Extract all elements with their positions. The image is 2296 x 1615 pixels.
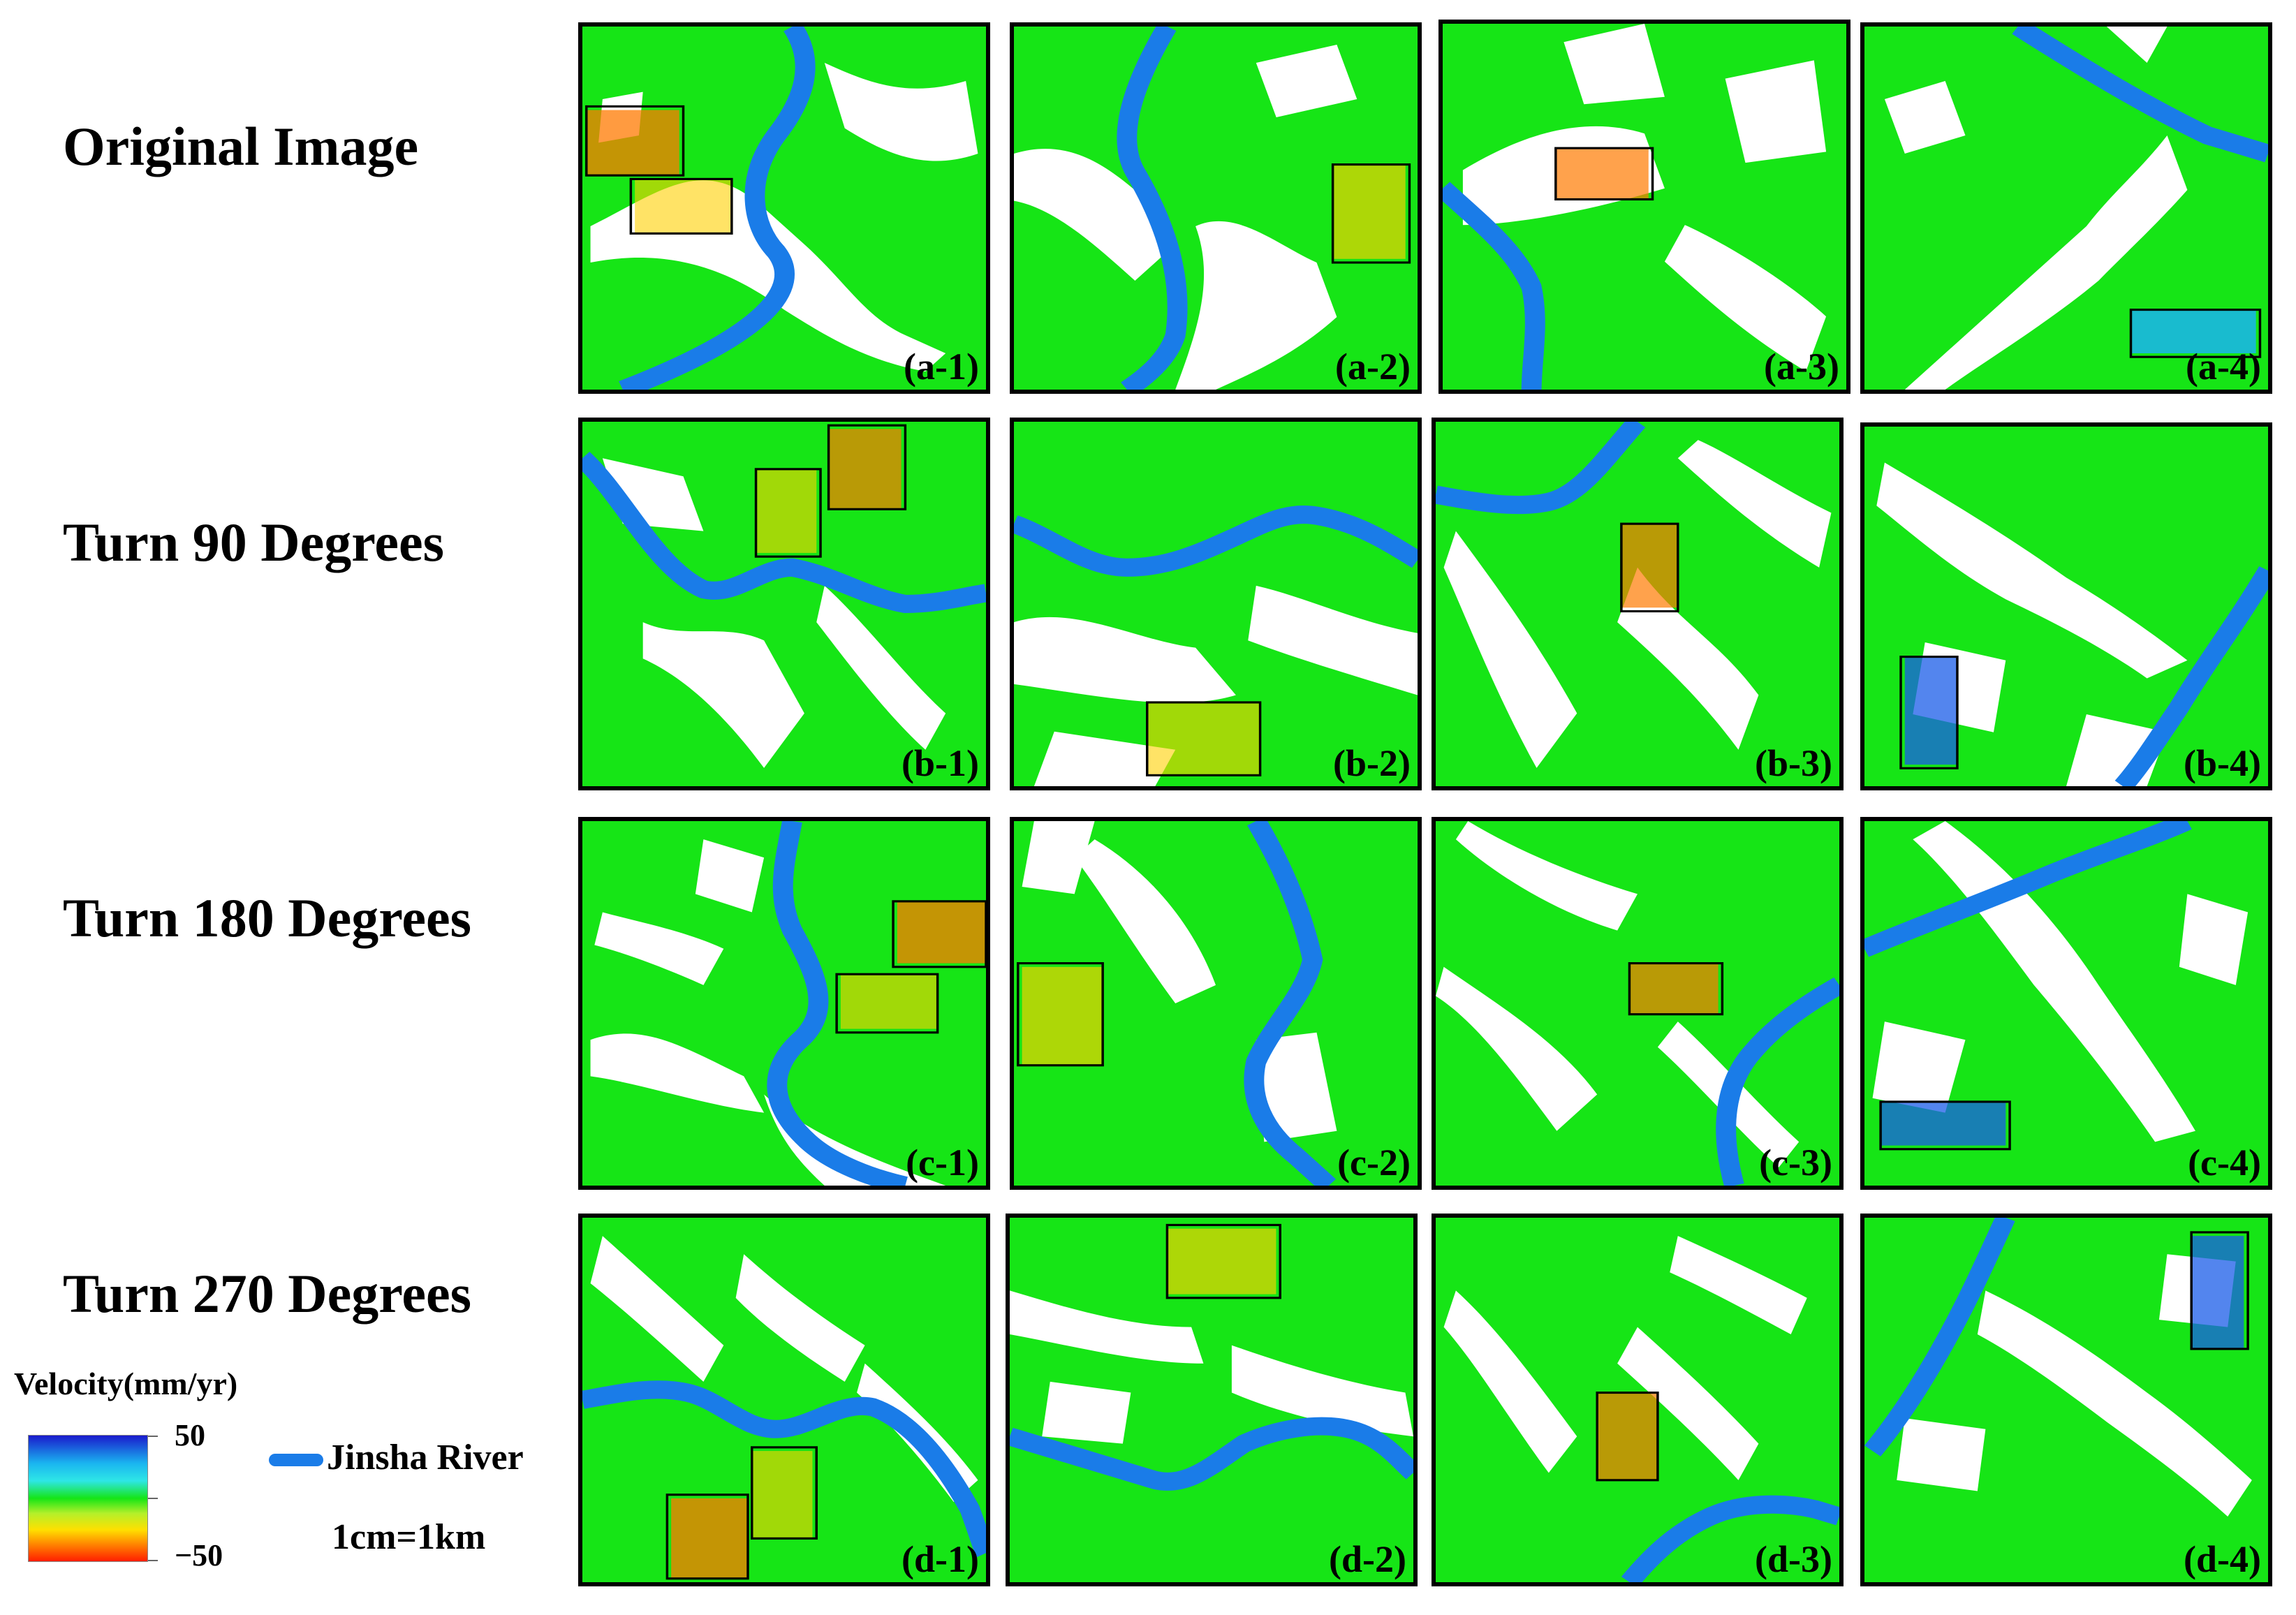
panel-id-a-3: (a-3): [1764, 346, 1839, 388]
map-c-2: [1017, 821, 1337, 1186]
panel-id-c-2: (c-2): [1337, 1142, 1411, 1183]
map-a-1: [585, 27, 978, 390]
colorbar-min-label: −50: [175, 1538, 223, 1572]
panel-b-2: (b-2): [1010, 418, 1422, 790]
panel-id-b-1: (b-1): [902, 742, 979, 784]
scale-label: 1cm=1km: [332, 1517, 486, 1557]
row-label-turn-180: Turn 180 Degrees: [63, 887, 471, 948]
panel-id-a-4: (a-4): [2186, 346, 2261, 388]
velocity-colorbar: [28, 1435, 148, 1562]
map-a-4: [1884, 27, 2268, 390]
panel-b-4: (b-4): [1860, 422, 2272, 790]
map-a-3: [1443, 24, 1827, 390]
panel-id-b-3: (b-3): [1755, 742, 1832, 784]
panel-id-d-2: (d-2): [1329, 1538, 1406, 1580]
panel-id-c-4: (c-4): [2188, 1142, 2261, 1183]
river-legend-line: [269, 1454, 323, 1466]
river-legend-label: Jinsha River: [327, 1438, 524, 1477]
panel-c-4: (c-4): [1860, 817, 2272, 1190]
panel-id-d-1: (d-1): [902, 1538, 979, 1580]
panel-c-2: (c-2): [1010, 817, 1422, 1190]
map-c-4: [1864, 821, 2249, 1151]
map-d-4: [1864, 1218, 2252, 1517]
map-d-1: [582, 1236, 986, 1580]
map-b-4: [1876, 462, 2268, 786]
panel-d-1: (d-1): [578, 1214, 990, 1586]
panel-c-3: (c-3): [1432, 817, 1844, 1190]
panel-c-1: (c-1): [578, 817, 990, 1190]
panel-id-b-4: (b-4): [2184, 742, 2261, 784]
panel-id-a-1: (a-1): [904, 346, 979, 388]
map-d-2: [1010, 1223, 1413, 1491]
panel-d-3: (d-3): [1432, 1214, 1844, 1586]
legend-title: Velocity(mm/yr): [14, 1366, 238, 1401]
colorbar-max-label: 50: [175, 1418, 205, 1452]
colorbar-tick-top: [148, 1436, 158, 1437]
panel-b-1: (b-1): [578, 418, 990, 790]
panel-d-2: (d-2): [1006, 1214, 1418, 1586]
panel-a-4: (a-4): [1860, 22, 2272, 394]
map-b-3: [1436, 422, 1832, 768]
row-label-turn-90: Turn 90 Degrees: [63, 512, 444, 573]
panel-id-c-1: (c-1): [906, 1142, 979, 1183]
panel-id-b-2: (b-2): [1333, 742, 1411, 784]
panel-a-3: (a-3): [1438, 20, 1850, 394]
row-label-turn-270: Turn 270 Degrees: [63, 1263, 471, 1324]
panel-b-3: (b-3): [1432, 418, 1844, 790]
map-c-1: [590, 821, 986, 1186]
panel-id-c-3: (c-3): [1759, 1142, 1832, 1183]
colorbar-tick-bottom: [148, 1560, 158, 1561]
row-label-original: Original Image: [63, 116, 419, 177]
panel-a-2: (a-2): [1010, 22, 1422, 394]
map-d-3: [1443, 1236, 1839, 1582]
map-c-3: [1436, 821, 1839, 1186]
map-a-2: [1014, 27, 1411, 390]
map-b-1: [582, 424, 986, 768]
map-b-2: [1014, 505, 1418, 786]
panel-id-d-3: (d-3): [1755, 1538, 1832, 1580]
colorbar-tick-mid: [148, 1498, 158, 1499]
panel-id-a-2: (a-2): [1335, 346, 1411, 388]
panel-d-4: (d-4): [1860, 1214, 2272, 1586]
panel-a-1: (a-1): [578, 22, 990, 394]
panel-id-d-4: (d-4): [2184, 1538, 2261, 1580]
